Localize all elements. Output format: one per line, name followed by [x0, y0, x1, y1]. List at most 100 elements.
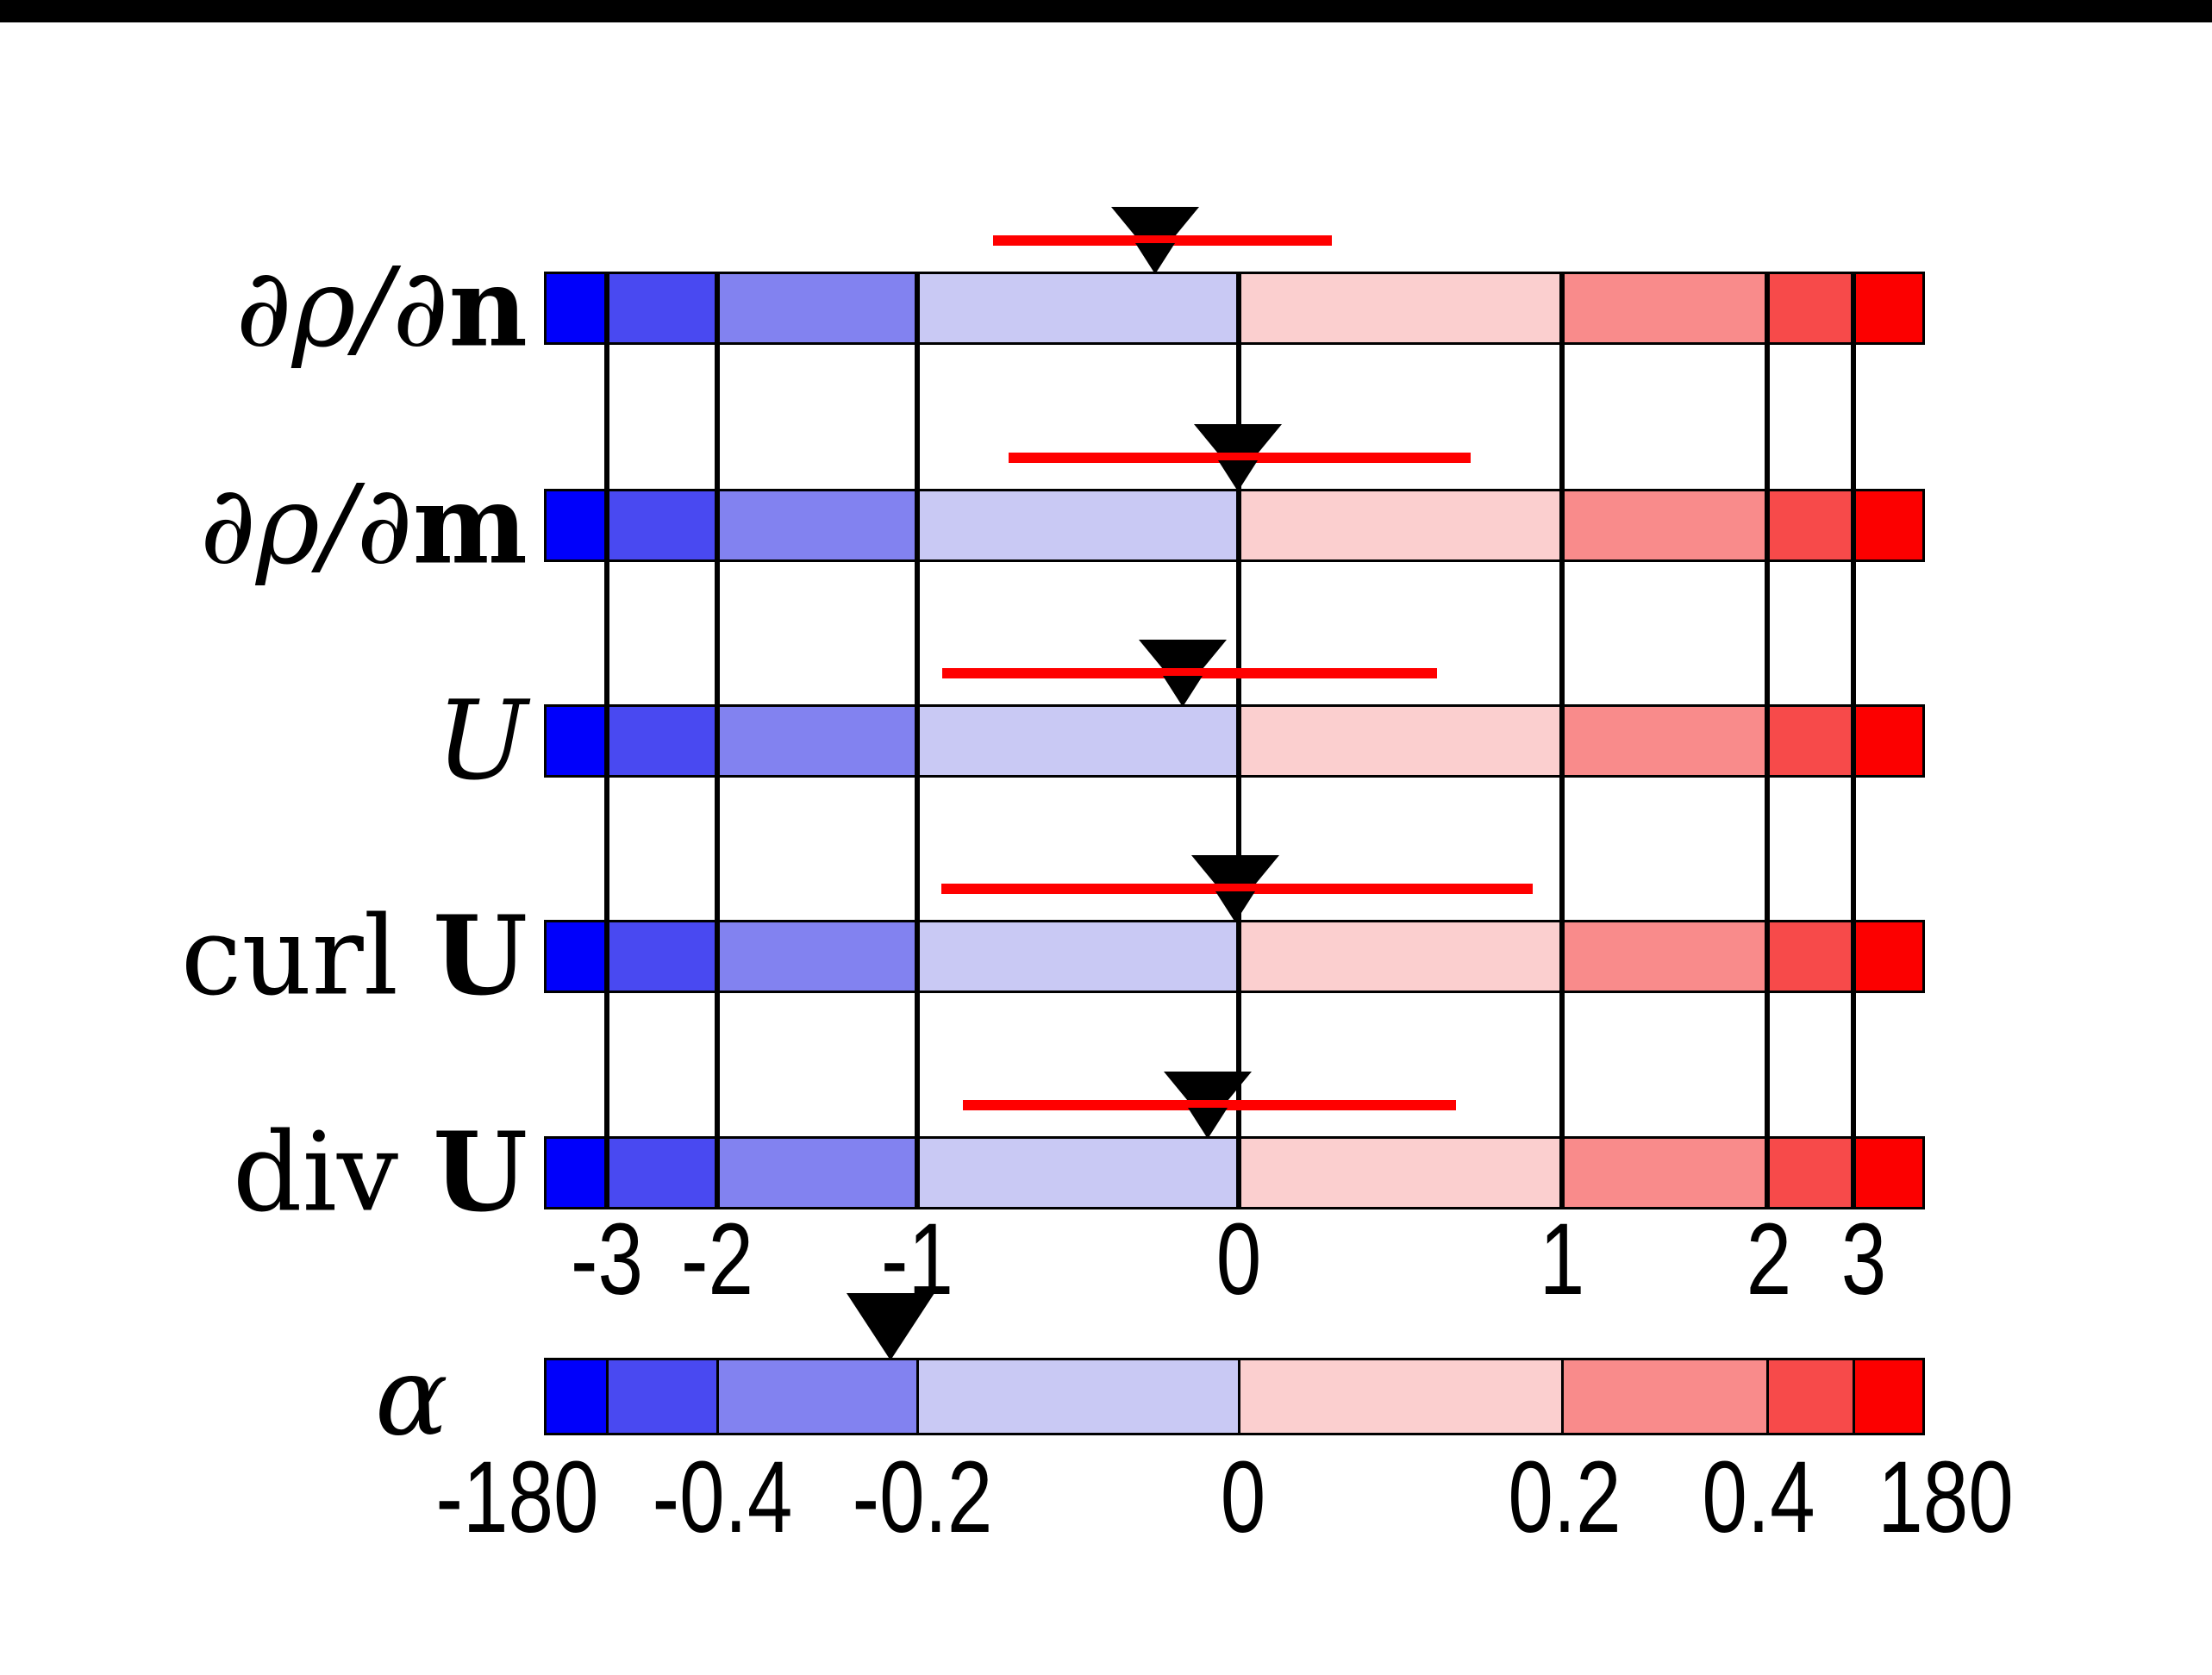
alpha-axis-tick-label: 180 [1878, 1441, 2014, 1554]
interval-line [993, 235, 1332, 246]
main-axis-tick-label: 1 [1539, 1203, 1585, 1316]
interval-line [941, 884, 1533, 894]
colorbar-outline [544, 272, 1925, 345]
colorbar-segment [547, 274, 607, 342]
colorbar-segment [1853, 922, 1922, 991]
colorbar-segment [1853, 707, 1922, 775]
interval-line [1009, 453, 1471, 463]
colorbar-segment [1767, 1360, 1853, 1433]
colorbar-segment [607, 922, 717, 991]
main-axis-tick-label: 3 [1840, 1203, 1887, 1316]
colorbar-segment [607, 1360, 717, 1433]
row-label-italic: α [374, 1333, 448, 1460]
marker-triangle-small [1135, 243, 1175, 274]
colorbar-segment [717, 707, 917, 775]
segment-divider [1766, 1360, 1769, 1433]
colorbar-segment [1562, 491, 1767, 559]
alpha-marker-triangle [847, 1293, 934, 1360]
segment-divider [1238, 1360, 1240, 1433]
axis-gridline [715, 274, 720, 1207]
colorbar-segment [1239, 491, 1562, 559]
row-label-drho-dm: ∂ρ/∂m [200, 471, 528, 580]
alpha-axis-tick-label: -180 [435, 1441, 599, 1554]
row-label-alpha: α [375, 1342, 448, 1452]
axis-gridline [915, 274, 920, 1207]
segment-divider [716, 1360, 719, 1433]
row-label-drho-dn: ∂ρ/∂n [236, 253, 528, 363]
colorbar-segment [917, 1360, 1239, 1433]
colorbar-segment [1767, 1139, 1853, 1207]
alpha-axis-tick-label: -0.4 [652, 1441, 793, 1554]
marker-triangle-small [1163, 676, 1203, 707]
colorbar-segment [717, 922, 917, 991]
colorbar-segment [1767, 707, 1853, 775]
segment-divider [606, 1360, 609, 1433]
colorbar-segment [717, 1360, 917, 1433]
row-label-bold: n [448, 243, 528, 372]
main-axis-tick-label: -1 [881, 1203, 953, 1316]
colorbar-outline [544, 920, 1925, 993]
main-axis-tick-label: -3 [571, 1203, 643, 1316]
colorbar-segment [607, 1139, 717, 1207]
colorbar-segment [547, 707, 607, 775]
colorbar-segment [1853, 1139, 1922, 1207]
colorbar-segment [1853, 1360, 1922, 1433]
marker-triangle-small [1188, 1108, 1228, 1139]
colorbar-segment [717, 274, 917, 342]
marker-triangle-small [1215, 891, 1255, 922]
alpha-axis-tick-label: -0.2 [852, 1441, 993, 1554]
colorbar-segment [547, 1139, 607, 1207]
interval-line [942, 668, 1437, 678]
colorbar-segment [917, 922, 1239, 991]
colorbar-segment [1562, 274, 1767, 342]
colorbar-segment [917, 707, 1239, 775]
row-label-roman: curl [180, 892, 434, 1020]
alpha-axis-tick-label: 0.4 [1702, 1441, 1815, 1554]
colorbar-segment [1562, 1139, 1767, 1207]
axis-gridline [1765, 274, 1770, 1207]
main-axis-tick-label: -2 [681, 1203, 753, 1316]
row-label-bold: m [412, 460, 528, 589]
colorbar-segment [607, 707, 717, 775]
row-label-curl-U: curl U [181, 902, 528, 1011]
colorbar-segment [1853, 274, 1922, 342]
colorbar-segment [917, 274, 1239, 342]
axis-gridline [604, 274, 609, 1207]
axis-gridline [1559, 274, 1565, 1207]
axis-gridline [1851, 274, 1856, 1207]
segment-divider [1561, 1360, 1564, 1433]
colorbar-segment [1239, 1360, 1562, 1433]
colorbar-segment [1767, 274, 1853, 342]
colorbar-segment [1767, 922, 1853, 991]
colorbar-segment [1562, 1360, 1767, 1433]
colorbar-segment [1239, 707, 1562, 775]
colorbar-segment [1562, 707, 1767, 775]
colorbar-segment [1239, 1139, 1562, 1207]
colorbar-segment [917, 491, 1239, 559]
colorbar-segment [607, 491, 717, 559]
colorbar-segment [917, 1139, 1239, 1207]
row-label-div-U: div U [233, 1118, 528, 1228]
colorbar-outline [544, 1358, 1925, 1435]
top-black-bar [0, 0, 2212, 22]
colorbar-segment [1239, 274, 1562, 342]
row-label-bold: U [433, 891, 528, 1020]
colorbar-outline [544, 489, 1925, 562]
colorbar-segment [607, 274, 717, 342]
colorbar-segment [547, 922, 607, 991]
colorbar-segment [717, 1139, 917, 1207]
axis-gridline [1236, 274, 1241, 1207]
main-axis-tick-label: 2 [1746, 1203, 1792, 1316]
colorbar-segment [1853, 491, 1922, 559]
main-axis-tick-label: 0 [1215, 1203, 1262, 1316]
row-label-italic: U [435, 677, 528, 804]
colorbar-segment [1767, 491, 1853, 559]
segment-divider [916, 1360, 919, 1433]
row-label-U: U [436, 686, 528, 796]
row-label-bold: U [433, 1108, 528, 1236]
alpha-axis-tick-label: 0.2 [1508, 1441, 1622, 1554]
colorbar-segment [717, 491, 917, 559]
interval-line [963, 1100, 1456, 1110]
row-label-italic: ∂ρ/∂ [199, 461, 413, 589]
